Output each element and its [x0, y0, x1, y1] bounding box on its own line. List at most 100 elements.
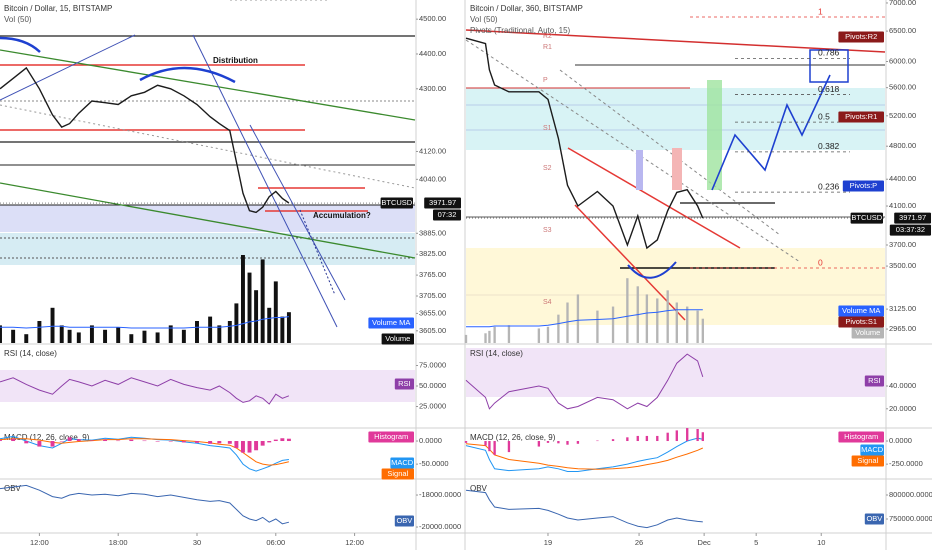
- bar: [507, 441, 511, 453]
- bar: [280, 316, 285, 343]
- bar: [626, 278, 629, 343]
- left-drawings: [0, 0, 416, 328]
- bar: [611, 306, 615, 343]
- pane-title: Bitcoin / Dollar, 360, BITSTAMP: [470, 4, 583, 13]
- bar: [116, 440, 121, 442]
- x-tick-label: 19: [544, 538, 552, 547]
- zone: [466, 88, 885, 150]
- bar: [537, 328, 541, 343]
- pivot-badge: Pivots:S1: [845, 317, 877, 326]
- legend-badge: Histogram: [374, 432, 408, 441]
- bar: [217, 441, 222, 444]
- y-tick-label: 4800.00: [889, 141, 916, 150]
- bar: [260, 259, 265, 343]
- bar: [596, 440, 599, 442]
- fib-label: 1: [818, 6, 823, 16]
- bar: [181, 329, 186, 343]
- bar: [195, 441, 199, 443]
- pivot-label: S3: [543, 227, 552, 234]
- bar: [11, 438, 16, 442]
- y-tick-label: 3705.00: [419, 291, 446, 300]
- bar: [686, 306, 689, 343]
- series-line: [465, 489, 703, 529]
- rsi-band: [0, 370, 415, 402]
- bar: [493, 326, 496, 343]
- channel-line: [0, 34, 136, 101]
- pane-title: OBV: [470, 484, 488, 493]
- y-tick-label: -50.0000: [419, 459, 449, 468]
- bar: [675, 302, 678, 343]
- pivot-badge-bg: [842, 180, 884, 192]
- pivot-badge-bg: [838, 31, 884, 43]
- series-line: [465, 353, 704, 410]
- legend-badge-bg: [381, 468, 414, 480]
- y-tick-label: 800000.0000: [889, 490, 932, 499]
- fib-label: 0.786: [818, 48, 840, 58]
- y-tick-label: 3885.00: [419, 228, 446, 237]
- right-drawings: [465, 29, 886, 325]
- bar: [280, 438, 285, 442]
- x-tick-label: 12:00: [30, 538, 49, 547]
- pane-title: RSI (14, close): [470, 349, 523, 358]
- x-tick-label: Dec: [697, 538, 711, 547]
- bar: [645, 435, 649, 442]
- y-tick-label: 3605.00: [419, 326, 446, 335]
- marker-box: [672, 148, 682, 190]
- bar: [37, 321, 42, 343]
- bar: [273, 439, 278, 442]
- bar: [576, 294, 580, 343]
- bar: [89, 440, 94, 442]
- pivot-badge: Pivots:R2: [845, 32, 877, 41]
- bar: [507, 325, 511, 343]
- zone: [0, 205, 415, 232]
- y-tick-label: 6000.00: [889, 56, 916, 65]
- price-badge-bg: [424, 197, 461, 209]
- fib-label: 0: [818, 257, 823, 267]
- arc: [0, 36, 41, 53]
- pane-title: OBV: [4, 484, 22, 493]
- bar: [484, 333, 487, 343]
- arc: [139, 66, 236, 84]
- pivot-label: S2: [543, 165, 552, 172]
- bar: [67, 437, 72, 442]
- bar: [76, 332, 81, 343]
- series-line: [465, 443, 704, 470]
- bar: [566, 302, 569, 343]
- y-tick-label: 3765.00: [419, 270, 446, 279]
- bar: [227, 441, 232, 444]
- bar: [576, 441, 580, 444]
- legend-badge: Volume: [855, 328, 880, 337]
- series-line: [0, 484, 290, 525]
- bar: [286, 438, 291, 442]
- bar: [67, 329, 72, 343]
- y-tick-label: 4100.00: [889, 201, 916, 210]
- x-tick-label: 12:00: [345, 538, 364, 547]
- y-tick-label: 6500.00: [889, 26, 916, 35]
- bar: [273, 281, 278, 343]
- y-tick-label: 3700.00: [889, 240, 916, 249]
- bar: [546, 326, 550, 343]
- annotation: Distribution: [213, 56, 258, 65]
- trend-line: [0, 49, 416, 121]
- symbol-badge: BTCUSD: [381, 198, 412, 207]
- pivot-badge-bg: [838, 111, 884, 123]
- legend-badge: Signal: [857, 456, 878, 465]
- projection: [299, 209, 336, 296]
- pivot-badge-bg: [838, 316, 884, 328]
- bar: [675, 430, 678, 442]
- series-line: [0, 66, 290, 214]
- bar: [701, 318, 704, 343]
- trend-line: [465, 39, 801, 263]
- series-line: [0, 316, 289, 329]
- legend-badge: Volume MA: [372, 318, 410, 327]
- series-line: [466, 309, 703, 328]
- bar: [37, 441, 42, 447]
- bar: [686, 428, 689, 442]
- y-tick-label: 7000.00: [889, 0, 916, 7]
- pivot-label: R2: [543, 33, 552, 40]
- y-tick-label: 40.0000: [889, 381, 916, 390]
- bar: [59, 441, 64, 442]
- legend-badge: OBV: [396, 516, 412, 525]
- legend-badge-bg: [394, 378, 414, 390]
